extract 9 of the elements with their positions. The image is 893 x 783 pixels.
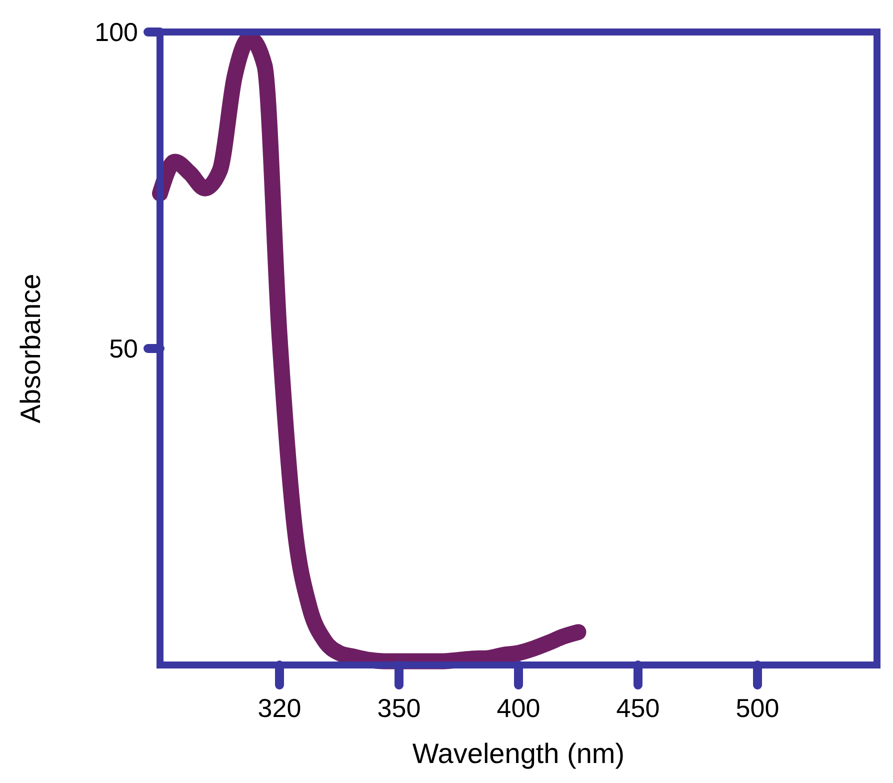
x-tick-label: 500 xyxy=(736,693,780,723)
y-tick-label: 100 xyxy=(94,17,138,47)
y-tick-label: 50 xyxy=(109,334,138,364)
x-tick-label: 400 xyxy=(496,693,540,723)
x-tick-label: 320 xyxy=(258,693,302,723)
y-axis-title: Absorbance xyxy=(15,274,46,424)
x-tick-label: 450 xyxy=(616,693,660,723)
x-axis-title: Wavelength (nm) xyxy=(412,738,625,769)
x-tick-label: 350 xyxy=(377,693,421,723)
